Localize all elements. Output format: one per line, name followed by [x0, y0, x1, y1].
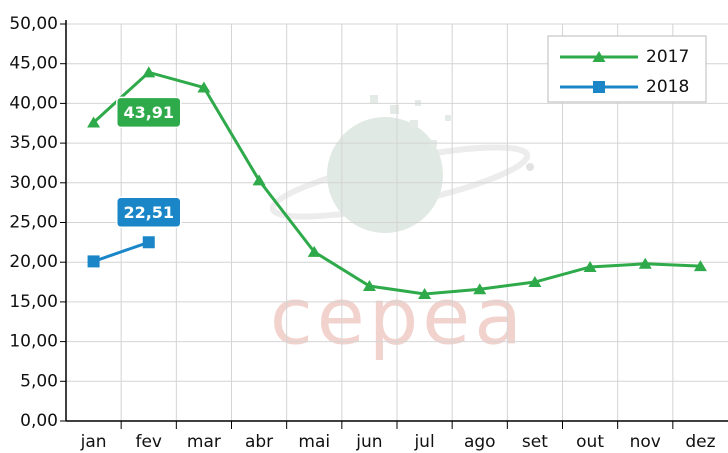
y-tick-label: 50,00	[9, 14, 58, 34]
marker	[473, 283, 487, 295]
marker	[638, 257, 652, 269]
legend-label: 2017	[646, 47, 689, 67]
marker	[528, 276, 542, 288]
value-label-box	[116, 96, 182, 129]
y-tick-label: 0,00	[20, 411, 58, 431]
y-tick-label: 30,00	[9, 173, 58, 193]
marker	[87, 255, 100, 268]
marker	[593, 81, 605, 93]
marker	[197, 81, 211, 93]
watermark-globe	[269, 95, 534, 233]
marker	[362, 280, 376, 292]
x-tick-label: ago	[464, 432, 496, 452]
legend-label: 2018	[646, 77, 689, 97]
y-tick-label: 10,00	[9, 332, 58, 352]
y-tick-label: 40,00	[9, 93, 58, 113]
value-label-box	[116, 196, 182, 229]
marker	[87, 116, 101, 128]
marker	[592, 51, 606, 62]
y-tick-label: 5,00	[20, 371, 58, 391]
x-tick-label: mai	[298, 432, 330, 452]
x-tick-label: out	[576, 432, 604, 452]
legend-box	[547, 35, 707, 103]
marker	[693, 260, 707, 272]
y-tick-label: 45,00	[9, 54, 58, 74]
x-tick-label: set	[522, 432, 548, 452]
x-tick-label: abr	[245, 432, 273, 452]
y-tick-label: 15,00	[9, 292, 58, 312]
marker	[142, 236, 155, 249]
x-tick-label: jan	[80, 432, 107, 452]
watermark-text: cepea	[270, 272, 526, 362]
y-tick-label: 25,00	[9, 213, 58, 233]
marker	[142, 66, 156, 78]
x-tick-label: mar	[187, 432, 221, 452]
value-label: 22,51	[123, 203, 174, 222]
line	[93, 240, 150, 263]
marker	[252, 174, 266, 186]
y-tick-label: 35,00	[9, 133, 58, 153]
y-tick-label: 20,00	[9, 252, 58, 272]
x-tick-label: jun	[355, 432, 382, 452]
marker	[418, 287, 432, 299]
x-tick-label: nov	[630, 432, 661, 452]
x-tick-label: dez	[685, 432, 715, 452]
line	[92, 70, 701, 296]
value-label: 43,91	[123, 103, 174, 122]
marker	[307, 245, 321, 257]
x-tick-label: jul	[413, 432, 434, 452]
marker	[583, 260, 597, 272]
x-tick-label: fev	[135, 432, 162, 452]
